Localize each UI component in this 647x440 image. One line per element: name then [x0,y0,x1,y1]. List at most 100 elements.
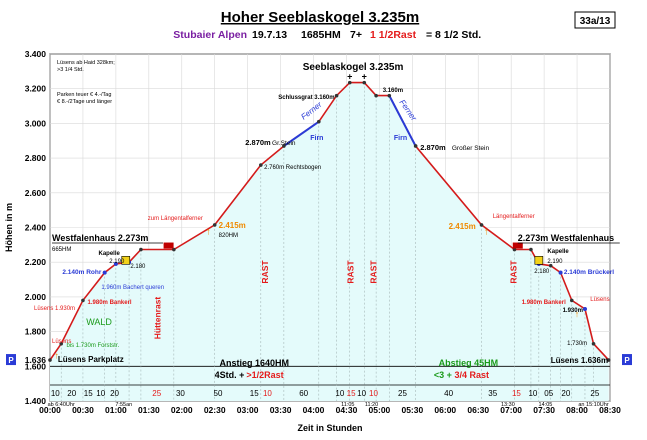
segment-time: 15 [512,389,521,398]
clock-time-label: 14:05 [539,402,553,408]
note-parking-2: € 8.-/2Tage und länger [57,99,112,105]
laengental-right-label: Längentalferner [493,214,535,220]
segment-time: 25 [590,389,599,398]
segment-time: 15 [250,389,259,398]
waypoint-dot [282,144,286,148]
segment-time: 10 [51,389,60,398]
clock-time-label: 11:05 [341,402,354,408]
segment-time: 50 [214,389,223,398]
lusens-left-small: Lüsens [52,339,71,345]
segment-time: 15 [347,389,356,398]
segment-time: 20 [110,389,119,398]
parking-icon [622,354,632,366]
page-ref-label: 33a/13 [580,16,611,27]
rast-label: RAST [508,260,518,284]
parking-label: P [8,356,14,365]
segment-time: 05 [544,389,553,398]
chapel-icon [121,256,131,265]
clock-time-label: an 15:10Uhr [578,402,608,408]
summit-cross-icon: + [347,72,352,82]
y-tick-label: 2.800 [25,153,47,163]
rechtsbogen-label: 2.760m Rechtsbogen [264,165,321,171]
val-2190-right: 2.190 [547,259,563,265]
forststr-left-label: bis 1.730m Forststr. [66,343,119,349]
lusens-1930-left: Lüsens 1.930m [34,306,75,312]
x-tick-label: 08:00 [566,405,588,415]
waypoint-dot [362,80,367,85]
westfalenhaus-right-label: 2.273m Westfalenhaus [518,233,614,243]
blue-waypoint [102,270,107,275]
y-tick-label: 1.800 [25,327,47,337]
waypoint-dot [591,341,596,346]
val-2180-left: 2.180 [130,264,146,270]
rast-label: RAST [260,260,270,284]
region-label: Stubaier Alpen [173,29,247,41]
y-tick-label: 2.200 [25,257,47,267]
westfalenhaus-left-label: Westfalenhaus 2.273m [52,233,148,243]
note-parking-1: Parken teuer € 4.-/Tag [57,92,111,98]
waypoint-dot [548,263,553,268]
plot-area: 1.400 1.600 1.800 2.000 2.200 2.400 2.600 2.800… [4,49,632,433]
x-tick-label: 07:30 [533,405,555,415]
segment-time: 60 [299,389,308,398]
aufstieg-line-2a: 4Std. + [215,370,245,380]
kapelle-left-label: Kapelle [98,251,120,257]
y-tick-label: 3.200 [25,84,47,94]
waypoint-dot [606,358,611,362]
schlussgrat-label: Schlussgrat 3.160m [278,95,334,101]
blue-waypoint [113,261,118,266]
x-tick-label: 05:00 [369,405,391,415]
segment-time: 15 [84,389,93,398]
x-tick-label: 03:30 [270,405,292,415]
time-total-label: = 8 1/2 Std. [426,29,481,41]
val-2180-right: 2.180 [534,269,550,275]
segment-time: 20 [67,389,76,398]
header-info: Stubaier Alpen 19.7.13 1685HM 7+ 1 1/2Ra… [173,29,481,41]
profile-area [50,82,609,401]
x-axis-title: Zeit in Stunden [298,423,363,433]
aufstieg-line-1: Anstieg 1640HM [219,358,289,368]
summit-cross-icon: + [362,72,367,82]
x-tick-label: 08:30 [599,405,621,415]
x-tick-label: 02:00 [171,405,193,415]
parking-icon [6,354,16,366]
note-lusens-2: >3 1/4 Std. [57,67,84,73]
waypoint-dot [172,247,176,252]
x-tick-label: 04:30 [336,405,358,415]
date-label: 19.7.13 [252,29,287,41]
lusens-parkplatz-label: Lüsens Parkplatz [58,355,124,364]
left-820hm-label: 820HM [219,233,238,239]
rohr-label: 2.140m Rohr [62,269,101,276]
gr-stein-right-name: Großer Stein [452,145,490,152]
x-tick-label: 01:30 [138,405,160,415]
y-tick-label: 1.400 [25,396,47,406]
x-tick-label: 00:00 [39,405,61,415]
segment-time: 35 [488,389,497,398]
rast-label: Hüttenrast [152,297,162,340]
bachert-label: 1.960m Bachert queren [101,285,164,291]
hut-icon [512,242,523,249]
clock-time-label: 11:20 [365,402,378,408]
waypoint-dot [81,298,85,303]
y-tick-label: 3.000 [25,118,47,128]
page-ref-box [574,11,616,29]
hm-665-label: 665HM [52,247,71,253]
aufstieg-line-2b: >1/2Rast [246,370,283,380]
arrow-icon: ↑ [575,309,580,319]
lusens-small-right: Lüsens [590,297,609,303]
segment-time: 20 [561,389,570,398]
segment-time: 40 [444,389,453,398]
forststr-right-label: 1.730m [567,341,587,347]
firn-left-label: Firn [310,135,323,142]
gr-stein-name: Gr.Stein [272,140,296,147]
waypoint-dot [529,247,533,252]
firn-segment [388,95,417,147]
waypoint-dot [317,119,321,124]
blue-waypoint [582,307,587,312]
firn-right-label: Firn [394,135,407,142]
waypoint-dot [512,247,517,252]
segment-time: 10 [96,389,105,398]
clock-time-label: 13:30 [501,402,515,408]
start-altitude-label: 1.636 [25,355,47,365]
y-tick-label: 1.600 [25,361,47,371]
